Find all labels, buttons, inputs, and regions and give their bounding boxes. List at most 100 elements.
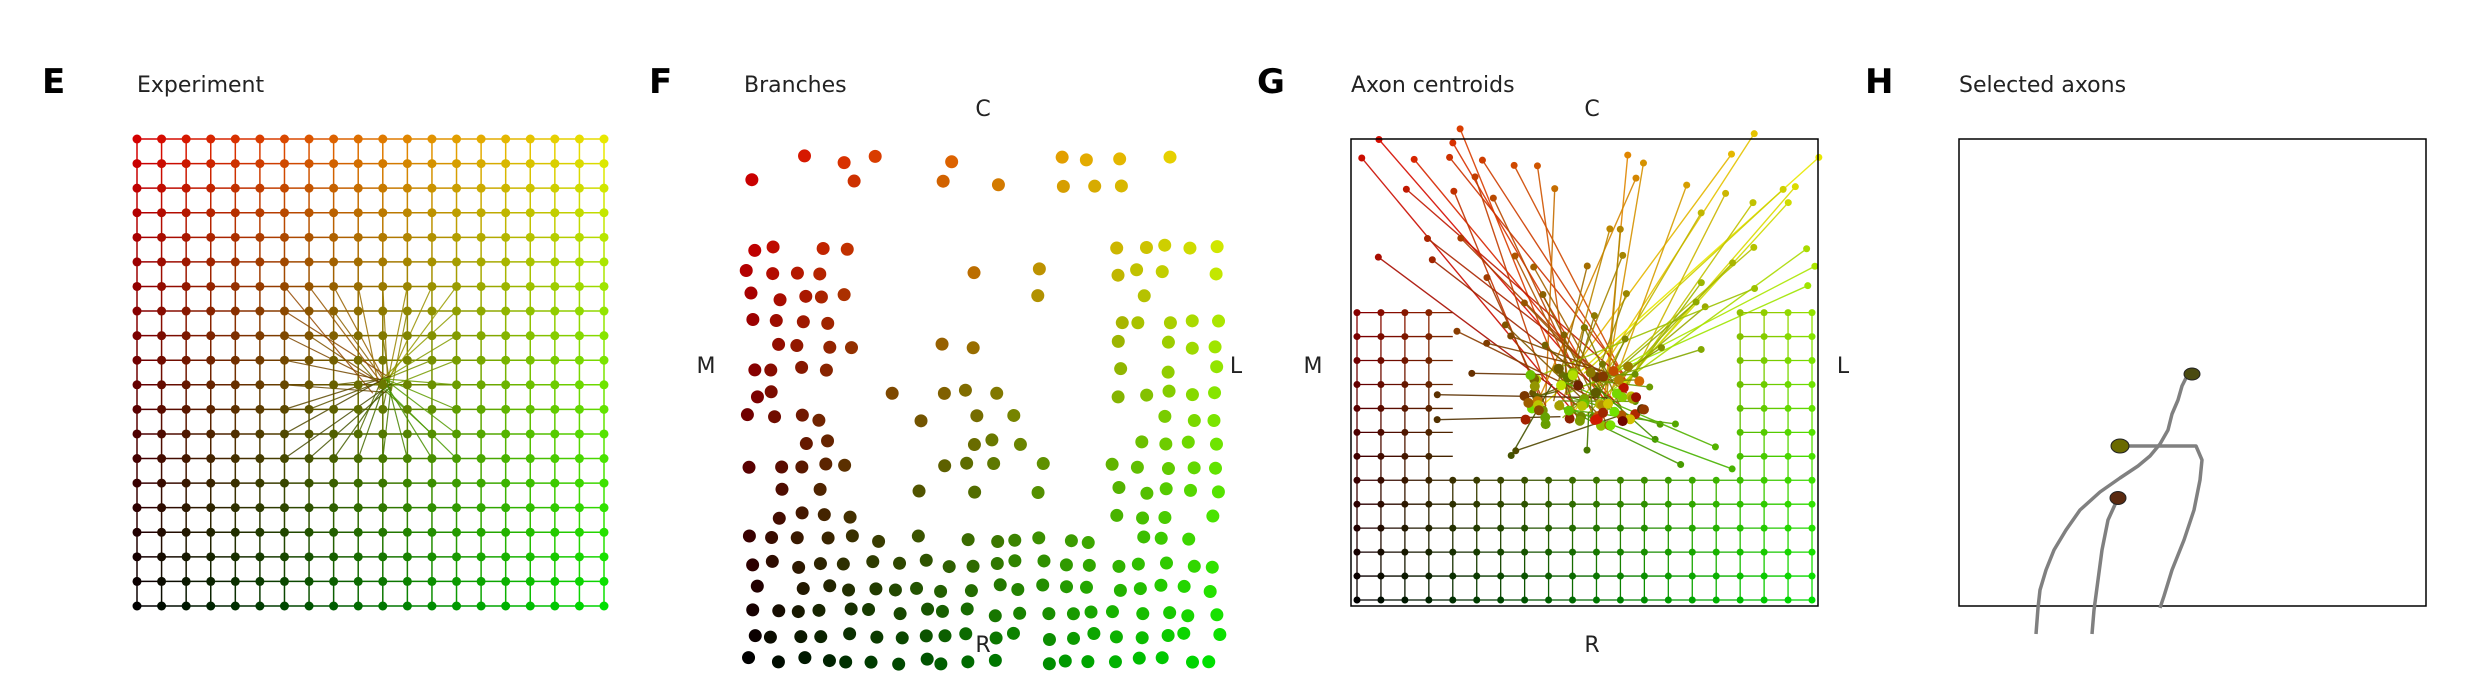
branch-dot [839, 655, 853, 669]
branch-dot [844, 602, 858, 616]
grid-node [230, 208, 240, 218]
grid-node [157, 208, 167, 218]
centroid-node [1592, 572, 1600, 580]
projection-line [385, 286, 408, 388]
branch-dot [843, 510, 857, 524]
grid-node [181, 159, 191, 169]
grid-node [353, 454, 363, 464]
centroid-cluster-node [1567, 370, 1578, 381]
axon-line [1514, 255, 1596, 419]
branch-dot [739, 263, 753, 277]
grid-node [255, 429, 265, 439]
centroid-node [1425, 452, 1433, 460]
centroid-node [1497, 548, 1505, 556]
branch-dot [1140, 486, 1154, 500]
grid-node [402, 454, 412, 464]
centroid-node [1521, 524, 1529, 532]
branch-dot [1184, 483, 1198, 497]
grid-node [132, 380, 142, 390]
centroid-node [1808, 596, 1816, 604]
axon-soma [2109, 491, 2127, 505]
projection-line [284, 383, 392, 460]
centroid-node [1646, 383, 1654, 391]
selected-axons [2034, 367, 2204, 635]
centroid-node [1428, 256, 1436, 264]
branch-dot [1186, 655, 1200, 669]
branch-dot [868, 149, 882, 163]
centroid-node [1760, 452, 1768, 460]
grid-node [402, 429, 412, 439]
centroid-node [1521, 572, 1529, 580]
centroid-cluster-node [1598, 407, 1609, 418]
branch-dot [862, 603, 876, 617]
axon-line [1574, 315, 1596, 382]
branch-dot [773, 293, 787, 307]
branch-dot [1163, 150, 1177, 164]
projection-line [381, 359, 433, 382]
grid-node [501, 331, 511, 341]
grid-node [353, 281, 363, 291]
experiment-grid [132, 134, 609, 611]
grid-node [279, 454, 289, 464]
branch-dot [1036, 578, 1050, 592]
grid-node [304, 478, 314, 488]
branch-dot [1181, 609, 1195, 623]
axon-line [1437, 415, 1561, 421]
centroid-cluster-node [1533, 405, 1544, 416]
grid-node [427, 331, 437, 341]
branch-dot [746, 558, 760, 572]
grid-node [255, 503, 265, 513]
grid-node [550, 478, 560, 488]
branch-dot [795, 360, 809, 374]
branch-dot [1158, 238, 1172, 252]
grid-node [353, 306, 363, 316]
grid-node [574, 380, 584, 390]
panel-e: E Experiment [42, 62, 609, 611]
centroid-node [1497, 476, 1505, 484]
grid-node [181, 281, 191, 291]
grid-node [427, 576, 437, 586]
branch-dot [935, 337, 949, 351]
projection-line [384, 381, 433, 459]
grid-node [353, 257, 363, 267]
panel-f-letter: F [649, 62, 672, 102]
grid-node [501, 404, 511, 414]
grid-node [574, 478, 584, 488]
branch-dot [1109, 630, 1123, 644]
grid-node [378, 134, 388, 144]
branch-dot [959, 627, 973, 641]
grid-node [206, 208, 216, 218]
branch-dot [765, 554, 779, 568]
grid-node [230, 503, 240, 513]
centroid-cluster-node [1618, 382, 1629, 393]
centroid-node [1808, 357, 1816, 365]
grid-node [230, 576, 240, 586]
grid-node [599, 527, 609, 537]
grid-node [427, 134, 437, 144]
centroid-node [1590, 312, 1598, 320]
branch-dot [893, 607, 907, 621]
branch-dot [1131, 316, 1145, 330]
branch-dot [1185, 314, 1199, 328]
centroid-node [1457, 234, 1465, 242]
branch-dot [1163, 606, 1177, 620]
grid-node [525, 159, 535, 169]
grid-node [599, 257, 609, 267]
grid-node [206, 331, 216, 341]
grid-node [279, 306, 289, 316]
grid-node [181, 355, 191, 365]
axon-line [1565, 407, 1733, 470]
axon-line [1593, 246, 1755, 388]
branch-dot [1185, 388, 1199, 402]
grid-node [525, 429, 535, 439]
branch-dot [763, 630, 777, 644]
branch-dot [1131, 557, 1145, 571]
centroid-node [1377, 452, 1385, 460]
centroid-node [1521, 476, 1529, 484]
centroid-node [1808, 548, 1816, 556]
centroid-node [1640, 548, 1648, 556]
centroid-node [1521, 548, 1529, 556]
grid-node [230, 232, 240, 242]
centroid-node [1697, 279, 1705, 287]
grid-node [157, 134, 167, 144]
